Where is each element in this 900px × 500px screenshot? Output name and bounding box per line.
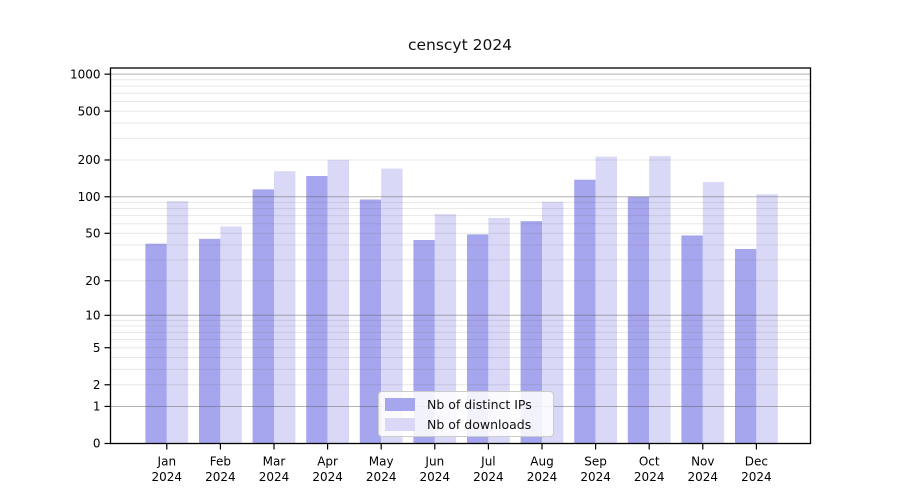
y-tick-label: 200 bbox=[78, 153, 101, 167]
x-tick-label: Apr 2024 bbox=[312, 455, 343, 485]
bar-downloads-sep bbox=[595, 156, 617, 444]
chart-title: censcyt 2024 bbox=[407, 36, 513, 54]
x-tick-label: Aug 2024 bbox=[527, 455, 558, 485]
y-tick-label: 1000 bbox=[70, 67, 101, 81]
y-tick-label: 10 bbox=[85, 309, 100, 323]
bar-downloads-aug bbox=[542, 201, 564, 444]
x-tick-label: Nov 2024 bbox=[688, 455, 719, 485]
bar-ips-nov bbox=[681, 235, 703, 444]
x-tick-label: May 2024 bbox=[366, 455, 397, 485]
bar-ips-feb bbox=[199, 238, 221, 444]
bar-ips-sep bbox=[574, 179, 596, 444]
y-tick-label: 5 bbox=[93, 341, 101, 355]
y-tick-label: 1 bbox=[93, 400, 101, 414]
bar-ips-aug bbox=[520, 221, 542, 444]
bar-downloads-apr bbox=[327, 159, 349, 444]
x-tick-label: Mar 2024 bbox=[259, 455, 290, 485]
bar-ips-apr bbox=[306, 175, 328, 444]
bar-downloads-jan bbox=[166, 201, 189, 444]
legend-swatch-distinct-ips bbox=[385, 397, 415, 411]
y-tick-label: 50 bbox=[85, 226, 100, 240]
bar-ips-dec bbox=[735, 249, 757, 444]
bar-ips-may bbox=[359, 199, 382, 444]
legend-label-downloads: Nb of downloads bbox=[427, 416, 532, 432]
y-tick-label: 2 bbox=[93, 378, 101, 392]
legend-swatch-downloads bbox=[385, 417, 415, 431]
x-tick-label: Dec 2024 bbox=[741, 455, 772, 485]
bar-downloads-may bbox=[381, 168, 403, 444]
legend: Nb of distinct IPs Nb of downloads bbox=[378, 391, 554, 437]
x-tick-label: Feb 2024 bbox=[205, 455, 236, 485]
y-tick-label: 500 bbox=[78, 104, 101, 118]
x-tick-label: Jan 2024 bbox=[152, 455, 183, 485]
y-tick-label: 100 bbox=[78, 190, 101, 204]
legend-item-distinct-ips: Nb of distinct IPs bbox=[379, 396, 553, 413]
axes-spine bbox=[109, 67, 812, 445]
bar-downloads-jul bbox=[488, 217, 510, 444]
bar-downloads-jun bbox=[434, 214, 457, 444]
bar-ips-jan bbox=[145, 243, 167, 444]
x-tick-label: Oct 2024 bbox=[634, 455, 665, 485]
legend-item-downloads: Nb of downloads bbox=[379, 416, 553, 433]
bar-ips-oct bbox=[627, 196, 650, 444]
x-tick-label: Jun 2024 bbox=[420, 455, 451, 485]
bar-downloads-dec bbox=[756, 194, 778, 444]
y-tick-label: 20 bbox=[85, 274, 100, 288]
x-tick-label: Sep 2024 bbox=[580, 455, 611, 485]
y-tick-label: 0 bbox=[93, 437, 101, 451]
bar-downloads-oct bbox=[649, 156, 671, 444]
bar-downloads-feb bbox=[220, 226, 242, 444]
x-tick-label: Jul 2024 bbox=[473, 455, 504, 485]
bar-ips-mar bbox=[252, 189, 274, 444]
bar-downloads-mar bbox=[274, 171, 296, 444]
bar-downloads-nov bbox=[702, 182, 725, 444]
legend-label-distinct-ips: Nb of distinct IPs bbox=[427, 396, 532, 412]
